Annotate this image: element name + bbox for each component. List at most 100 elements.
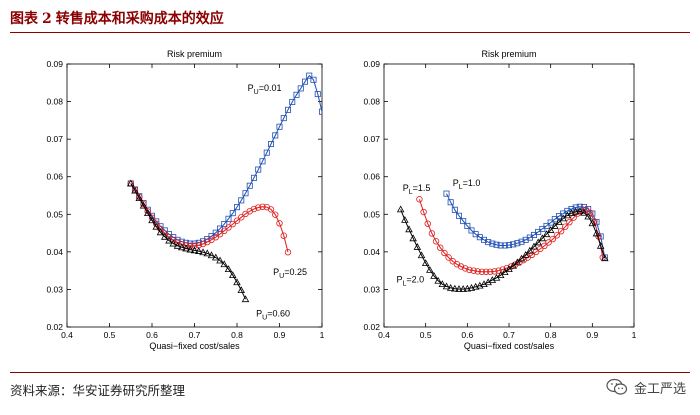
x-tick-label: 0.5: [104, 330, 116, 340]
data-point: [250, 174, 257, 181]
data-point: [289, 98, 296, 105]
figure-title-prefix: 图表: [10, 11, 38, 27]
data-point: [426, 265, 434, 273]
series-PU=0.60: [126, 179, 250, 303]
data-point: [513, 258, 522, 266]
data-point: [267, 141, 274, 148]
data-point: [446, 284, 455, 291]
data-point: [597, 233, 604, 240]
data-point: [538, 234, 547, 242]
data-point: [212, 229, 219, 236]
data-point: [221, 221, 228, 228]
data-point: [250, 205, 258, 213]
data-point: [318, 108, 322, 115]
data-point: [221, 227, 228, 235]
series-annotation: PL=2.0: [397, 275, 425, 288]
data-point: [237, 286, 246, 294]
data-point: [225, 215, 232, 222]
series-annotation: PL=1.5: [403, 183, 431, 196]
y-tick-label: 0.09: [46, 59, 63, 69]
data-point: [514, 240, 521, 247]
y-tick-label: 0.04: [46, 247, 63, 257]
data-point: [535, 228, 542, 235]
data-point: [126, 179, 135, 187]
data-point: [466, 266, 473, 274]
data-point: [194, 247, 203, 254]
data-point: [169, 239, 178, 247]
data-point: [199, 240, 207, 248]
data-point: [276, 220, 283, 227]
data-point: [596, 241, 605, 249]
data-point: [464, 222, 471, 229]
x-tick-label: 1: [632, 330, 637, 340]
data-point: [139, 201, 148, 209]
data-point: [229, 210, 236, 217]
data-point: [482, 268, 490, 275]
y-tick-label: 0.08: [46, 97, 63, 107]
x-tick-label: 0.5: [420, 330, 432, 340]
chart-panel-2: Risk premium 0.4 0.5 0.6 0.7 0.8 0.9 1 0.02 0.03 0…: [363, 49, 636, 351]
data-point: [553, 232, 561, 239]
data-point: [571, 207, 580, 215]
data-point: [228, 271, 237, 279]
data-point: [160, 232, 169, 240]
y-tick-label: 0.03: [46, 284, 63, 294]
data-point: [485, 239, 492, 246]
data-point: [417, 251, 426, 259]
plot-frame: [66, 63, 323, 328]
x-tick-label: 1: [320, 330, 325, 340]
data-point: [280, 232, 287, 239]
data-point: [531, 231, 538, 238]
data-point: [140, 200, 147, 208]
data-point: [566, 218, 573, 226]
x-axis-title: Quasi−fixed cost/sales: [464, 341, 555, 351]
data-point: [526, 246, 534, 254]
data-point: [276, 123, 283, 130]
data-point: [190, 246, 199, 254]
data-point: [576, 203, 583, 210]
data-point: [543, 222, 550, 229]
y-tick-label: 0.09: [363, 59, 380, 69]
data-point: [207, 251, 216, 259]
data-point: [568, 206, 575, 213]
series-PL=2.0: [396, 205, 609, 292]
y-tick-label: 0.04: [363, 247, 380, 257]
source-rule: [10, 372, 690, 373]
data-point: [284, 249, 292, 256]
data-point: [437, 244, 444, 251]
data-point: [582, 206, 590, 213]
data-point: [143, 209, 152, 217]
watermark-text: 金工严选: [633, 381, 686, 397]
data-point: [541, 242, 548, 250]
data-point: [449, 258, 456, 265]
data-point: [238, 214, 245, 221]
data-point: [420, 208, 427, 216]
data-point: [396, 205, 405, 213]
x-axis-title: Quasi−fixed cost/sales: [149, 341, 240, 351]
x-tick-label: 0.8: [231, 330, 243, 340]
data-point: [259, 203, 266, 210]
data-point: [182, 244, 190, 252]
data-point: [203, 249, 212, 257]
data-point: [510, 241, 517, 248]
data-point: [472, 231, 479, 238]
chart-title: Risk premium: [481, 49, 536, 59]
y-tick-label: 0.07: [46, 134, 63, 144]
data-point: [136, 193, 143, 201]
data-point: [428, 230, 436, 237]
data-point: [592, 229, 601, 237]
x-tick-label: 0.9: [274, 330, 286, 340]
data-point: [263, 149, 270, 156]
data-point: [580, 208, 588, 216]
data-point: [478, 268, 486, 275]
data-point: [557, 227, 565, 235]
data-point: [455, 212, 462, 219]
data-point: [495, 267, 502, 274]
data-point: [199, 248, 207, 256]
series-annotation: PL=1.0: [453, 178, 481, 191]
data-point: [212, 234, 219, 241]
x-tick-label: 0.8: [545, 330, 557, 340]
data-point: [539, 225, 546, 232]
data-point: [572, 204, 579, 211]
data-point: [505, 265, 513, 273]
